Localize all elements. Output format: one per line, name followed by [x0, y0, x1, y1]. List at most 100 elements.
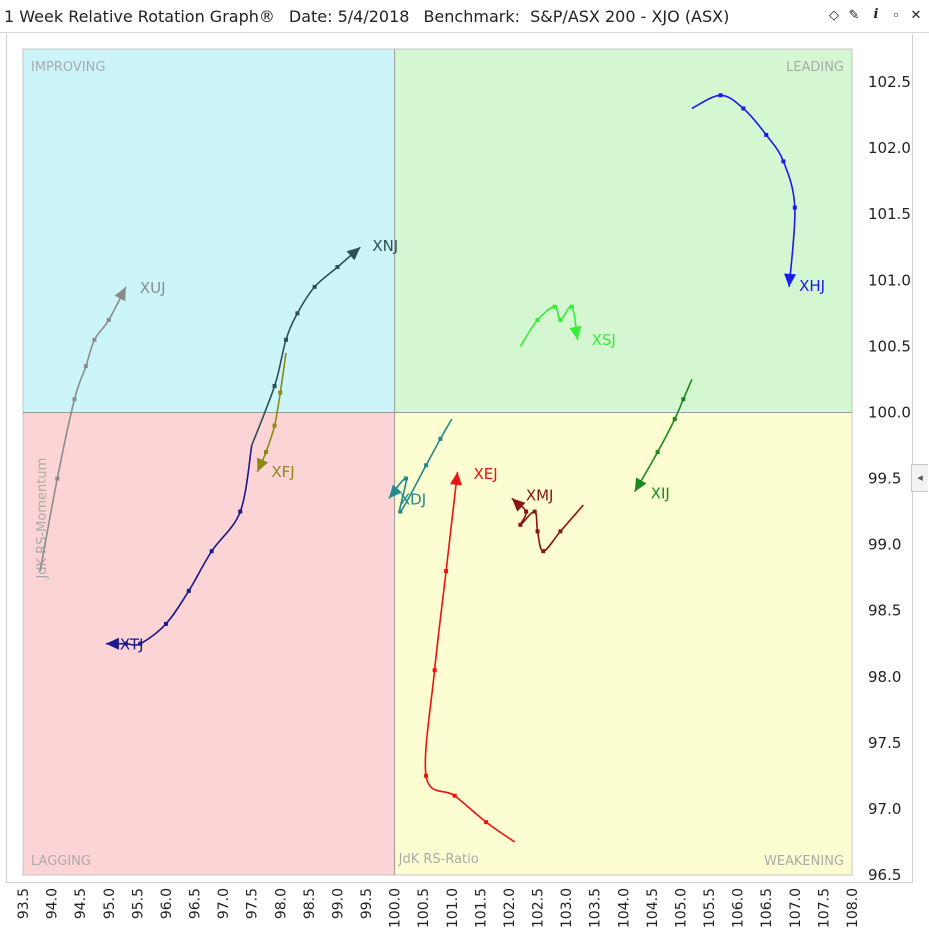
- x-tick-label: 93.5: [16, 888, 32, 919]
- y-tick-label: 98.5: [868, 602, 901, 620]
- x-tick-label: 97.0: [216, 888, 232, 919]
- tail-point-xmj: [532, 509, 537, 514]
- y-axis-title: JdK RS-Momentum: [35, 458, 50, 580]
- series-label-xij: XIJ: [651, 485, 670, 503]
- x-tick-label: 104.0: [616, 888, 632, 928]
- series-label-xfj: XFJ: [271, 463, 294, 481]
- graph-name: 1 Week Relative Rotation Graph®: [4, 7, 275, 26]
- tail-head-xij: [634, 477, 647, 492]
- x-tick-label: 101.5: [473, 888, 489, 928]
- tail-point-xnj: [312, 284, 317, 289]
- series-label-xhj: XHJ: [799, 277, 825, 295]
- quadrant-weakening: [394, 412, 852, 875]
- tail-point-xuj: [72, 397, 77, 402]
- chart-title: 1 Week Relative Rotation Graph® Date: 5/4…: [4, 7, 743, 26]
- tail-head-xuj: [114, 286, 126, 302]
- series-label-xsj: XSJ: [592, 331, 616, 349]
- tail-point-xhj: [718, 93, 723, 98]
- tail-point-xuj: [83, 364, 88, 369]
- tail-point-xuj: [92, 337, 97, 342]
- tail-point-xdj: [404, 476, 409, 481]
- tail-head-xmj: [511, 498, 526, 512]
- x-tick-label: 100.0: [388, 888, 404, 928]
- x-tick-label: 104.5: [645, 888, 661, 928]
- tail-point-xuj: [106, 317, 111, 322]
- tail-head-xdj: [388, 484, 402, 499]
- tail-head-xej: [450, 471, 462, 486]
- tail-point-xhj: [741, 106, 746, 111]
- y-tick-label: 102.5: [868, 73, 911, 91]
- tail-point-xnj: [272, 384, 277, 389]
- tail-point-xsj: [552, 304, 557, 309]
- tail-point-xnj: [283, 337, 288, 342]
- x-tick-label: 97.5: [245, 888, 261, 919]
- tail-point-xmj: [541, 549, 546, 554]
- x-tick-label: 106.5: [759, 888, 775, 928]
- x-tick-label: 103.5: [588, 888, 604, 928]
- quadrant-improving: [23, 49, 395, 413]
- tail-point-xij: [655, 450, 660, 455]
- x-tick-label: 105.0: [673, 888, 689, 928]
- tail-point-xtj: [163, 621, 168, 626]
- x-tick-label: 108.0: [845, 888, 861, 928]
- x-tick-label: 103.0: [559, 888, 575, 928]
- tail-head-xnj: [346, 247, 361, 261]
- x-tick-label: 99.0: [330, 888, 346, 919]
- y-tick-label: 102.0: [868, 139, 911, 157]
- quadrant-label-improving: IMPROVING: [31, 60, 105, 75]
- tail-point-xtj: [186, 588, 191, 593]
- tail-point-xej: [444, 569, 449, 574]
- tail-point-xmj: [524, 509, 529, 514]
- tail-point-xfj: [278, 390, 283, 395]
- x-tick-label: 106.0: [731, 888, 747, 928]
- series-label-xej: XEJ: [474, 465, 498, 483]
- tail-point-xnj: [335, 265, 340, 270]
- tail-point-xdj: [424, 463, 429, 468]
- series-label-xuj: XUJ: [140, 279, 166, 297]
- x-tick-label: 107.5: [816, 888, 832, 928]
- series-label-xmj: XMJ: [526, 486, 554, 504]
- x-tick-label: 98.0: [273, 888, 289, 919]
- x-tick-label: 94.5: [73, 888, 89, 919]
- x-tick-label: 94.0: [45, 888, 61, 919]
- diamond-icon[interactable]: ◇: [829, 7, 839, 22]
- tail-point-xtj: [123, 641, 128, 646]
- tail-point-xfj: [272, 423, 277, 428]
- x-tick-label: 96.5: [188, 888, 204, 919]
- x-tick-label: 101.0: [445, 888, 461, 928]
- y-tick-label: 100.0: [868, 403, 911, 421]
- info-icon[interactable]: i: [873, 7, 879, 22]
- y-tick-label: 98.0: [868, 668, 901, 686]
- tail-point-xmj: [535, 529, 540, 534]
- x-tick-label: 102.0: [502, 888, 518, 928]
- y-tick-label: 96.5: [868, 866, 901, 884]
- plot-border: [22, 48, 853, 876]
- tail-point-xtj: [238, 509, 243, 514]
- tail-point-xhj: [781, 159, 786, 164]
- chart-frame: [6, 34, 913, 883]
- tail-point-xdj: [398, 509, 403, 514]
- tail-point-xtj: [138, 641, 143, 646]
- quadrant-label-lagging: LAGGING: [31, 854, 91, 869]
- series-label-xtj: XTJ: [120, 636, 144, 654]
- tail-head-xfj: [257, 457, 269, 472]
- title-bar: 1 Week Relative Rotation Graph® Date: 5/4…: [0, 0, 929, 33]
- quadrant-leading: [394, 49, 852, 413]
- maximize-icon[interactable]: ▫: [893, 7, 899, 22]
- x-tick-label: 102.5: [531, 888, 547, 928]
- tail-point-xej: [484, 820, 489, 825]
- tail-point-xnj: [295, 311, 300, 316]
- pin-icon[interactable]: ✎: [848, 7, 860, 22]
- x-tick-label: 96.0: [159, 888, 175, 919]
- close-icon[interactable]: ✕: [910, 7, 922, 22]
- y-tick-label: 100.5: [868, 337, 911, 355]
- x-tick-label: 100.5: [416, 888, 432, 928]
- x-tick-label: 95.0: [102, 888, 118, 919]
- tail-point-xmj: [558, 529, 563, 534]
- x-tick-label: 99.5: [359, 888, 375, 919]
- graph-benchmark: Benchmark: S&P/ASX 200 - XJO (ASX): [423, 7, 730, 26]
- graph-date: Date: 5/4/2018: [288, 7, 410, 26]
- series-label-xdj: XDJ: [400, 490, 426, 508]
- expand-panel-tab[interactable]: ◂: [911, 464, 928, 492]
